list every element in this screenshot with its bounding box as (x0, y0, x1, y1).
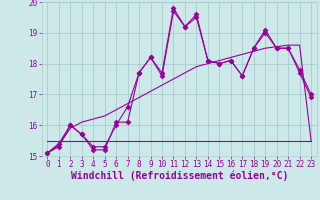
X-axis label: Windchill (Refroidissement éolien,°C): Windchill (Refroidissement éolien,°C) (70, 171, 288, 181)
